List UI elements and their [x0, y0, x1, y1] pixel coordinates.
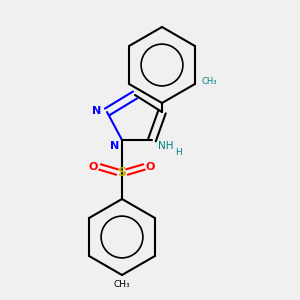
Text: CH₃: CH₃	[114, 280, 130, 289]
Text: H: H	[175, 148, 182, 157]
Text: CH₃: CH₃	[202, 76, 218, 85]
Text: S: S	[118, 166, 127, 178]
Text: N: N	[92, 106, 101, 116]
Text: NH: NH	[158, 141, 173, 151]
Text: O: O	[88, 162, 98, 172]
Text: O: O	[146, 162, 155, 172]
Text: N: N	[110, 141, 119, 151]
